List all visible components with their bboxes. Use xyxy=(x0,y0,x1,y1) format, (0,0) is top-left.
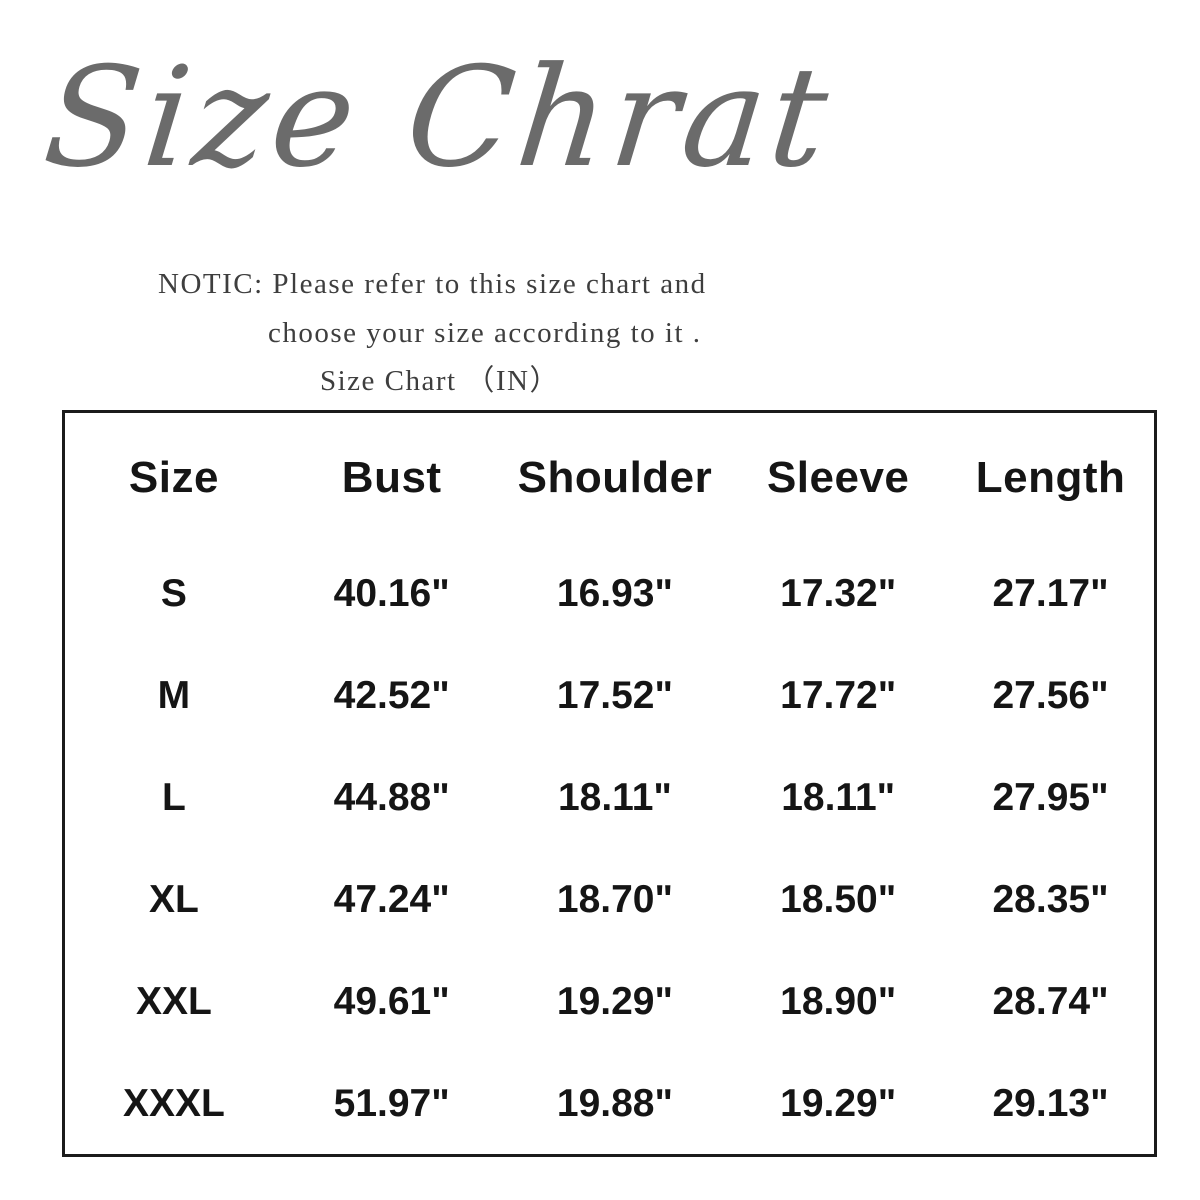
cell-size-xxxl: XXXL xyxy=(122,1082,225,1125)
table-row-xl: XL 47.24" 18.70" 18.50" 28.35" xyxy=(65,849,1154,951)
cell-size-m: M xyxy=(157,674,191,717)
cell-sleeve: 17.72" xyxy=(780,674,897,717)
cell-bust: 40.16" xyxy=(333,572,450,615)
column-header-size: Size xyxy=(128,453,219,502)
cell-length: 29.13" xyxy=(992,1082,1109,1125)
cell-sleeve: 18.50" xyxy=(780,878,897,921)
cell-shoulder: 19.88" xyxy=(556,1082,673,1125)
cell-shoulder: 18.11" xyxy=(557,776,672,819)
cell-length: 28.35" xyxy=(992,878,1109,921)
cell-length: 27.17" xyxy=(992,572,1109,615)
cell-size-s: S xyxy=(160,572,187,615)
cell-bust: 49.61" xyxy=(333,980,450,1023)
cell-length: 28.74" xyxy=(992,980,1109,1023)
notice-block: NOTIC: Please refer to this size chart a… xyxy=(158,270,707,396)
cell-sleeve: 18.11" xyxy=(781,776,896,819)
table-row-xxl: XXL 49.61" 19.29" 18.90" 28.74" xyxy=(65,951,1154,1053)
column-header-length: Length xyxy=(975,453,1126,502)
cell-sleeve: 17.32" xyxy=(780,572,897,615)
table-row-s: S 40.16" 16.93" 17.32" 27.17" xyxy=(65,543,1154,645)
size-table: Size Bust Shoulder Sleeve Length S 40.16… xyxy=(65,413,1154,1155)
cell-sleeve: 19.29" xyxy=(780,1082,897,1125)
cell-length: 27.95" xyxy=(992,776,1109,819)
cell-bust: 44.88" xyxy=(333,776,450,819)
cell-shoulder: 18.70" xyxy=(556,878,673,921)
table-row-l: L 44.88" 18.11" 18.11" 27.95" xyxy=(65,747,1154,849)
cell-shoulder: 16.93" xyxy=(556,572,673,615)
size-table-container: Size Bust Shoulder Sleeve Length S 40.16… xyxy=(62,410,1157,1157)
cell-size-xxl: XXL xyxy=(135,980,212,1023)
cell-bust: 42.52" xyxy=(333,674,450,717)
column-header-shoulder: Shoulder xyxy=(517,453,713,502)
cell-shoulder: 17.52" xyxy=(556,674,673,717)
column-header-sleeve: Sleeve xyxy=(766,453,910,502)
cell-size-l: L xyxy=(161,776,186,819)
cell-bust: 47.24" xyxy=(333,878,450,921)
cell-sleeve: 18.90" xyxy=(780,980,897,1023)
cell-bust: 51.97" xyxy=(333,1082,450,1125)
cell-shoulder: 19.29" xyxy=(556,980,673,1023)
cell-size-xl: XL xyxy=(148,878,199,921)
cell-length: 27.56" xyxy=(992,674,1109,717)
notice-line-2: choose your size according to it . xyxy=(268,317,702,349)
notice-line-1: NOTIC: Please refer to this size chart a… xyxy=(158,268,707,300)
page-title: Size Chrat xyxy=(37,37,840,198)
size-chart-unit-label: Size Chart （IN） xyxy=(320,365,560,397)
table-header-row: Size Bust Shoulder Sleeve Length xyxy=(65,413,1154,543)
table-row-m: M 42.52" 17.52" 17.72" 27.56" xyxy=(65,645,1154,747)
column-header-bust: Bust xyxy=(341,453,442,502)
table-row-xxxl: XXXL 51.97" 19.88" 19.29" 29.13" xyxy=(65,1053,1154,1155)
